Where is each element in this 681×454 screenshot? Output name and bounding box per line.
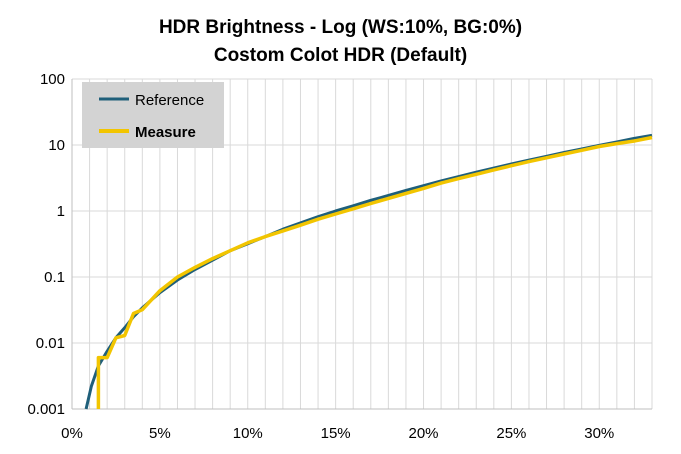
x-tick-label: 5% — [149, 425, 171, 442]
x-tick-label: 0% — [61, 425, 83, 442]
chart-title-line1: HDR Brightness - Log (WS:10%, BG:0%) — [159, 17, 522, 38]
y-tick-label: 0.01 — [36, 335, 65, 352]
series-layer — [84, 133, 653, 410]
y-tick-label: 10 — [48, 137, 65, 154]
legend: Reference Measure — [82, 82, 224, 148]
chart-title-line2: Costom Colot HDR (Default) — [214, 45, 467, 66]
legend-label-reference: Reference — [135, 92, 204, 109]
legend-background — [82, 82, 224, 148]
series-line-reference — [84, 133, 653, 410]
legend-label-measure: Measure — [135, 124, 196, 141]
y-tick-label: 0.1 — [44, 269, 65, 286]
x-tick-label: 25% — [496, 425, 526, 442]
x-tick-label: 30% — [584, 425, 614, 442]
x-tick-label: 10% — [233, 425, 263, 442]
axes: 0% 5% 10% 15% 20% 25% 30% 0.001 0.01 0.1 1 10 100 — [27, 71, 652, 442]
x-tick-label: 15% — [321, 425, 351, 442]
x-tick-label: 20% — [408, 425, 438, 442]
series-line-measure — [96, 135, 653, 409]
y-tick-label: 0.001 — [27, 401, 65, 418]
y-tick-label: 100 — [40, 71, 65, 88]
y-tick-label: 1 — [57, 203, 65, 220]
